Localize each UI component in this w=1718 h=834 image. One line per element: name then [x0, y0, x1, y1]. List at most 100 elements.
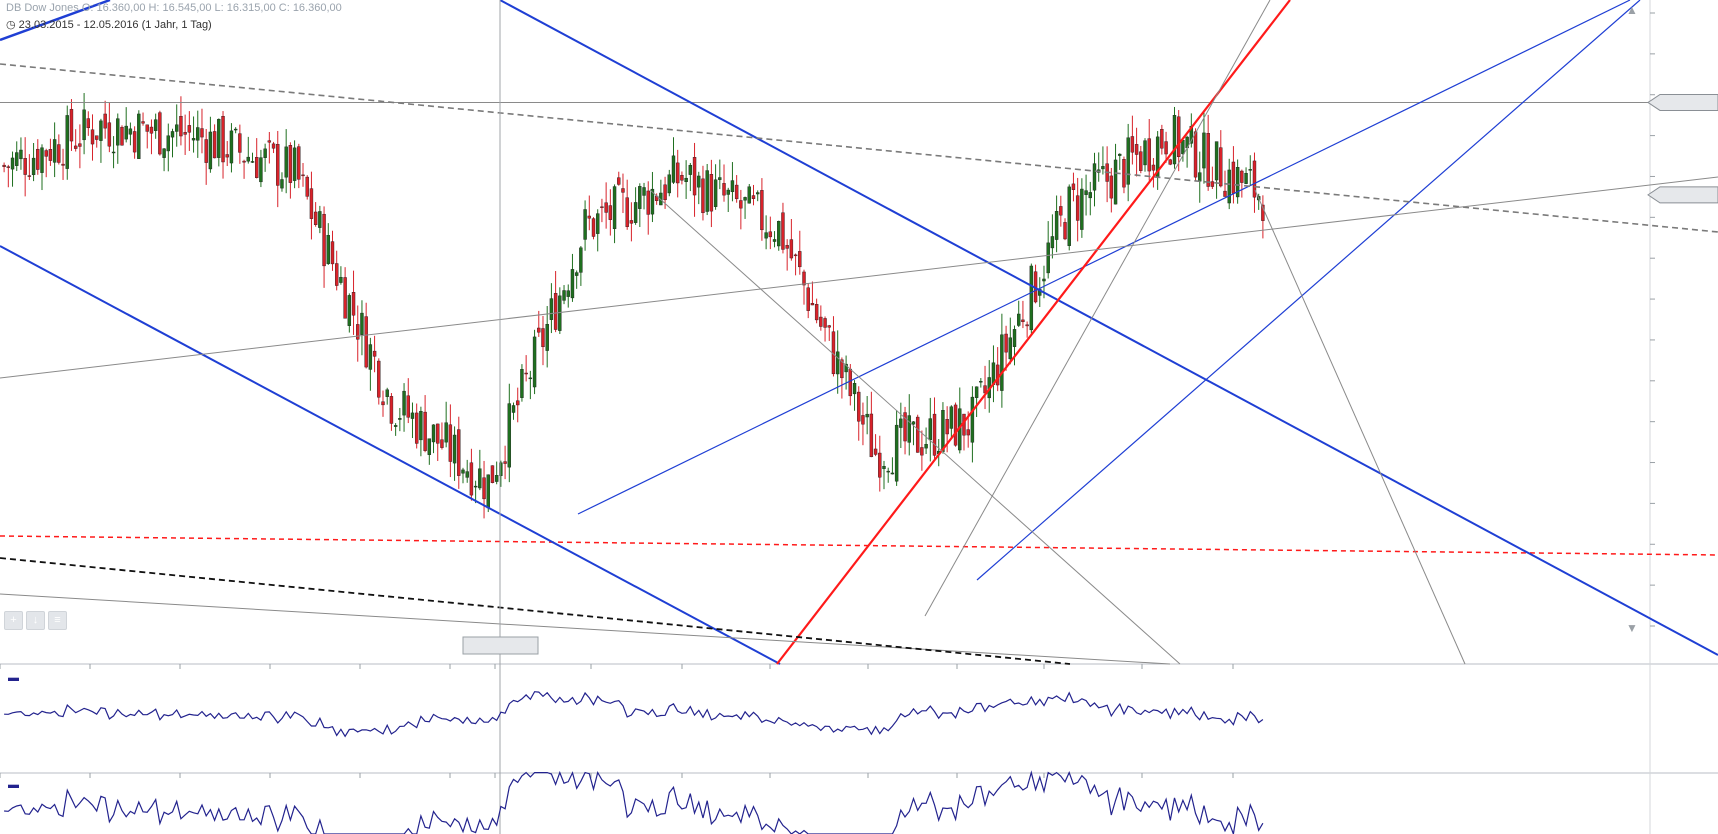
candle-body [1151, 164, 1156, 171]
candle-body [406, 395, 410, 418]
candle-body [263, 148, 267, 158]
candle-body [558, 295, 562, 331]
candle-body [1122, 159, 1126, 188]
candle-body [61, 163, 65, 166]
candle-body [473, 485, 478, 488]
candle-body [402, 390, 406, 416]
candle-body [356, 324, 360, 340]
candle-body [381, 401, 385, 406]
candle-body [217, 118, 221, 158]
candle-body [250, 161, 255, 163]
candle-body [718, 177, 722, 180]
candle-body [705, 170, 709, 212]
candle-body [351, 292, 356, 316]
candle-body [1231, 161, 1236, 194]
candle-body [208, 131, 213, 170]
candle-body [65, 115, 69, 169]
period-label: 23.03.2015 - 12.05.2016 (1 Jahr, 1 Tag) [18, 19, 212, 31]
crosshair-date-box [462, 636, 539, 655]
candle-body [107, 122, 112, 147]
candle-body [452, 434, 457, 464]
candle-body [928, 418, 933, 441]
candle-body [894, 424, 899, 482]
candle-body [221, 116, 225, 163]
candle-body [153, 119, 158, 131]
candle-body [1063, 222, 1067, 240]
candle-body [549, 298, 554, 320]
candle-body [292, 147, 297, 181]
cci-line [4, 770, 1264, 834]
candle-body [1223, 190, 1227, 197]
gray-long-trend [0, 176, 1718, 379]
candle-body [924, 444, 928, 449]
candle-body [979, 381, 983, 383]
candle-body [57, 144, 61, 163]
candle-body [482, 477, 486, 500]
download-icon[interactable]: ↓ [26, 611, 45, 630]
candle-body [532, 336, 537, 388]
candle-body [907, 415, 911, 443]
candle-body [810, 303, 815, 306]
high-price-box [1647, 93, 1718, 111]
candle-body [1261, 204, 1265, 221]
candle-body [667, 174, 671, 194]
blue-uptrend-2 [976, 0, 1641, 581]
candle-body [781, 212, 785, 250]
candle-body [23, 158, 27, 175]
candle-body [229, 130, 234, 164]
candle-body [465, 471, 469, 478]
gray-dashed-resistance [0, 63, 1718, 233]
candle-body [322, 213, 326, 267]
candle-body [343, 277, 347, 319]
candle-body [284, 146, 288, 178]
candle-body [1235, 167, 1240, 198]
candle-body [865, 413, 869, 418]
candle-body [562, 290, 566, 301]
candle-body [755, 192, 760, 195]
candle-body [423, 411, 427, 451]
candle-body [183, 132, 187, 135]
candle-body [713, 179, 718, 207]
candle-body [545, 324, 549, 351]
blue-uptrend-1 [577, 0, 1631, 515]
candle-body [878, 452, 882, 478]
candle-body [600, 206, 604, 208]
candle-body [103, 113, 107, 129]
candle-body [364, 316, 368, 368]
candle-body [212, 131, 217, 159]
candle-body [1046, 242, 1050, 274]
candle-body [288, 145, 293, 183]
candle-body [941, 410, 945, 452]
candle-body [676, 162, 680, 184]
candle-body [730, 180, 735, 193]
candle-body [469, 462, 474, 496]
candle-body [1176, 116, 1181, 158]
menu-icon[interactable]: ≡ [48, 611, 67, 630]
candle-body [1252, 160, 1257, 198]
candle-body [1118, 153, 1122, 156]
candle-body [840, 359, 844, 379]
candle-body [537, 327, 541, 333]
candle-body [621, 188, 625, 193]
candle-body [1164, 141, 1168, 155]
candle-body [949, 406, 954, 429]
add-icon[interactable]: + [4, 611, 23, 630]
candle-body [149, 126, 154, 134]
candle-body [440, 439, 444, 448]
candle-body [806, 287, 810, 311]
candle-body [1181, 140, 1185, 155]
blue-downtrend-upper [499, 0, 1718, 656]
candle-body [596, 213, 600, 234]
candle-body [1227, 169, 1231, 204]
candle-body [1054, 211, 1059, 240]
candle-body [764, 232, 768, 239]
candle-body [69, 108, 74, 142]
candle-body [10, 157, 15, 170]
candle-body [398, 418, 402, 420]
candle-body [528, 377, 533, 380]
candle-body [625, 197, 629, 227]
red-uptrend [776, 0, 1291, 665]
candle-body [242, 160, 246, 163]
candle-body [1248, 169, 1252, 171]
